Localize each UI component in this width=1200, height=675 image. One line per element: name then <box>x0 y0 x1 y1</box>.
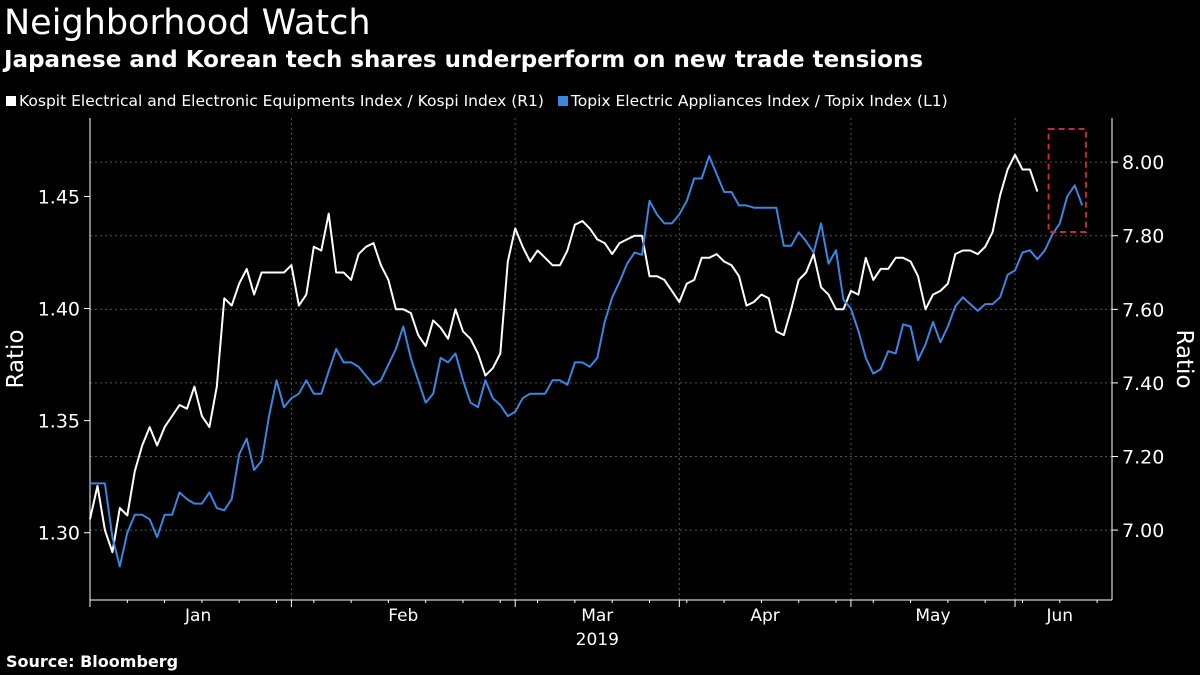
legend-item-kospi: Kospit Electrical and Electronic Equipme… <box>6 91 544 111</box>
highlight-box <box>1047 128 1087 234</box>
legend: Kospit Electrical and Electronic Equipme… <box>6 91 962 111</box>
x-tick-label-apr: Apr <box>750 606 779 626</box>
x-tick-label-mar: Mar <box>581 606 613 626</box>
x-tick-label-feb: Feb <box>388 606 418 626</box>
left-tick-label-0: 1.30 <box>38 523 80 545</box>
right-tick-label-0: 7.00 <box>1122 520 1164 542</box>
left-tick-label-3: 1.45 <box>38 186 80 208</box>
x-axis-title: 2019 <box>576 630 619 650</box>
left-axis-title: Ratio <box>3 329 29 388</box>
x-tick-label-jun: Jun <box>1045 606 1073 626</box>
chart-title: Neighborhood Watch <box>4 3 371 43</box>
series-line-kospi <box>89 153 1039 554</box>
x-tick-label-jan: Jan <box>184 606 211 626</box>
left-tick-label-2: 1.40 <box>38 299 80 321</box>
left-tick-label-1: 1.35 <box>38 411 80 433</box>
legend-swatch-white <box>6 96 16 106</box>
legend-label-kospi: Kospit Electrical and Electronic Equipme… <box>19 92 544 110</box>
right-tick-label-1: 7.20 <box>1122 447 1164 469</box>
right-tick-label-4: 7.80 <box>1122 226 1164 248</box>
series-line-topix <box>90 155 1084 568</box>
legend-swatch-blue <box>557 96 568 106</box>
legend-label-topix: Topix Electric Appliances Index / Topix … <box>570 92 948 110</box>
right-tick-label-3: 7.60 <box>1122 299 1164 321</box>
chart-subtitle: Japanese and Korean tech shares underper… <box>4 47 924 73</box>
legend-item-topix: Topix Electric Appliances Index / Topix … <box>557 91 948 111</box>
source-note: Source: Bloomberg <box>6 652 179 671</box>
x-tick-label-may: May <box>915 606 950 626</box>
right-tick-label-5: 8.00 <box>1122 152 1164 174</box>
right-axis-title: Ratio <box>1171 329 1197 388</box>
right-tick-label-2: 7.40 <box>1122 373 1164 395</box>
